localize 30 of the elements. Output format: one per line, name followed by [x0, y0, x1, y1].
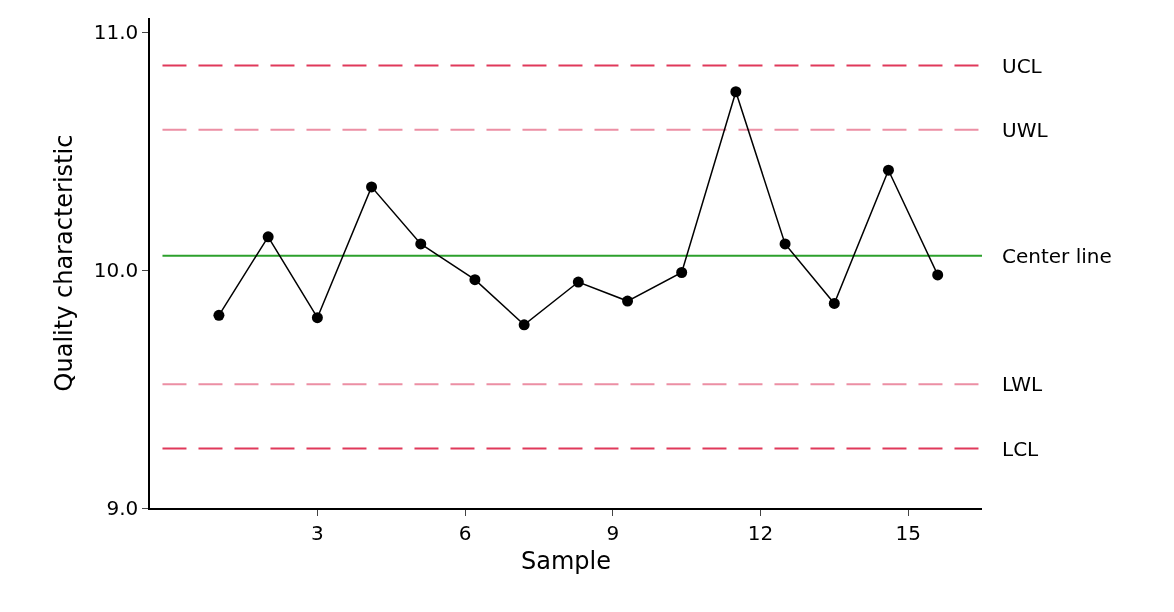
- y-tick-label: 10.0: [93, 258, 139, 283]
- point: [779, 238, 791, 250]
- x-tick-label: 3: [311, 520, 324, 545]
- point: [366, 181, 378, 193]
- x-tick-label: 9: [606, 520, 620, 545]
- point: [730, 86, 742, 98]
- point: [415, 238, 427, 250]
- y-tick-label: 11.0: [93, 20, 139, 45]
- ref-line-label: UCL: [1002, 54, 1043, 78]
- point: [676, 267, 688, 279]
- point: [262, 231, 274, 243]
- point: [213, 309, 225, 321]
- ref-line-label: Center line: [1002, 244, 1112, 268]
- y-tick-label: 9.0: [106, 496, 139, 520]
- point: [572, 276, 584, 288]
- x-axis-title: Sample: [521, 546, 611, 575]
- y-axis-title: Quality characteristic: [50, 134, 79, 392]
- point: [622, 295, 634, 307]
- point: [828, 297, 840, 309]
- x-tick-label: 15: [895, 520, 921, 545]
- point: [518, 319, 530, 331]
- x-tick-label: 12: [747, 520, 774, 545]
- ref-line-label: UWL: [1002, 118, 1049, 142]
- x-tick-label: 6: [458, 520, 472, 545]
- point: [882, 164, 894, 176]
- ref-line-label: LWL: [1002, 372, 1044, 396]
- ref-line-label: LCL: [1002, 437, 1040, 461]
- point: [932, 269, 944, 281]
- point: [469, 274, 481, 286]
- point: [311, 312, 323, 324]
